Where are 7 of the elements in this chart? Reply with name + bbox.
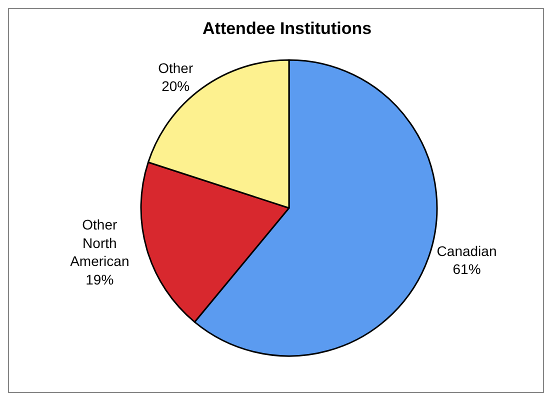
chart-title: Attendee Institutions — [202, 19, 372, 38]
slice-label: Canadian — [436, 242, 497, 259]
data-label: 61% — [452, 261, 481, 278]
data-label: 19% — [86, 271, 114, 288]
slice-label: Other North American — [70, 216, 130, 270]
data-label: 20% — [162, 78, 190, 94]
slice-label: Other — [158, 60, 194, 76]
